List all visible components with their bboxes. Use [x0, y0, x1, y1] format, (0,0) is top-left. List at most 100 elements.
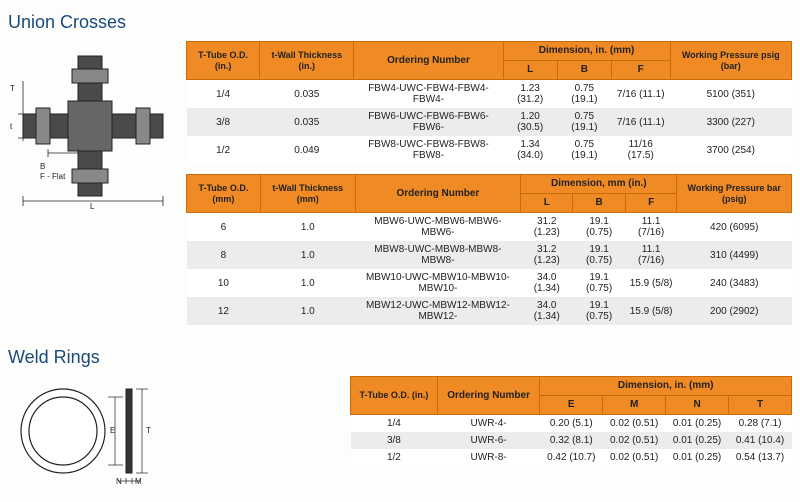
- table-cell: 1/2: [187, 136, 260, 164]
- col-L: L: [521, 194, 573, 213]
- table-cell: 7/16 (11.1): [611, 108, 670, 136]
- table-cell: 200 (2902): [677, 297, 792, 325]
- table-row: 3/80.035FBW6-UWC-FBW6-FBW6-FBW6-1.20 (30…: [187, 108, 792, 136]
- table-cell: 0.035: [260, 80, 354, 109]
- table-cell: 19.1 (0.75): [573, 213, 625, 242]
- table-cell: 34.0 (1.34): [521, 297, 573, 325]
- table-cell: FBW6-UWC-FBW6-FBW6-FBW6-: [354, 108, 503, 136]
- col-dim-span: Dimension, in. (mm): [503, 42, 670, 61]
- col-B: B: [557, 61, 611, 80]
- col-N: N: [666, 396, 729, 415]
- table-cell: 11.1 (7/16): [625, 213, 677, 242]
- table-cell: 0.02 (0.51): [603, 432, 666, 449]
- table-row: 1/4UWR-4-0.20 (5.1)0.02 (0.51)0.01 (0.25…: [351, 415, 792, 433]
- table-row: 121.0MBW12-UWC-MBW12-MBW12-MBW12-34.0 (1…: [187, 297, 792, 325]
- col-on: Ordering Number: [355, 175, 520, 213]
- col-T: T: [729, 396, 792, 415]
- table-cell: 1/4: [351, 415, 438, 433]
- svg-text:E: E: [110, 426, 115, 435]
- table-cell: 11/16 (17.5): [611, 136, 670, 164]
- table-cell: 3300 (227): [670, 108, 792, 136]
- table-cell: 12: [187, 297, 261, 325]
- table-cell: 310 (4499): [677, 241, 792, 269]
- table-cell: 1/4: [187, 80, 260, 109]
- table-cell: 31.2 (1.23): [521, 213, 573, 242]
- svg-text:t: t: [10, 122, 13, 131]
- col-on: Ordering Number: [437, 377, 539, 415]
- table-cell: 0.035: [260, 108, 354, 136]
- table-cell: 5100 (351): [670, 80, 792, 109]
- table-cell: 0.02 (0.51): [603, 449, 666, 466]
- table-cell: 0.01 (0.25): [666, 432, 729, 449]
- table-cell: UWR-8-: [437, 449, 539, 466]
- table-cell: 3/8: [351, 432, 438, 449]
- table-cell: 19.1 (0.75): [573, 241, 625, 269]
- col-wp: Working Pressure bar (psig): [677, 175, 792, 213]
- table-cell: 1.0: [260, 241, 355, 269]
- table-cell: UWR-6-: [437, 432, 539, 449]
- table-cell: 1.0: [260, 269, 355, 297]
- table-row: 61.0MBW6-UWC-MBW6-MBW6-MBW6-31.2 (1.23)1…: [187, 213, 792, 242]
- table-cell: 0.02 (0.51): [603, 415, 666, 433]
- union-table-mm: T-Tube O.D. (mm) t-Wall Thickness (mm) O…: [186, 174, 792, 325]
- table-cell: 7/16 (11.1): [611, 80, 670, 109]
- col-dim-span: Dimension, mm (in.): [521, 175, 677, 194]
- col-L: L: [503, 61, 557, 80]
- table-row: 1/40.035FBW4-UWC-FBW4-FBW4-FBW4-1.23 (31…: [187, 80, 792, 109]
- table-cell: 19.1 (0.75): [573, 269, 625, 297]
- svg-text:T: T: [146, 426, 151, 435]
- col-E: E: [540, 396, 603, 415]
- col-wp: Working Pressure psig (bar): [670, 42, 792, 80]
- table-row: 3/8UWR-6-0.32 (8.1)0.02 (0.51)0.01 (0.25…: [351, 432, 792, 449]
- section-title-weld: Weld Rings: [8, 347, 792, 368]
- table-cell: FBW8-UWC-FBW8-FBW8-FBW8-: [354, 136, 503, 164]
- col-od: T-Tube O.D. (mm): [187, 175, 261, 213]
- table-cell: 19.1 (0.75): [573, 297, 625, 325]
- table-row: 81.0MBW8-UWC-MBW8-MBW8-MBW8-31.2 (1.23)1…: [187, 241, 792, 269]
- table-row: 1/2UWR-8-0.42 (10.7)0.02 (0.51)0.01 (0.2…: [351, 449, 792, 466]
- table-row: 101.0MBW10-UWC-MBW10-MBW10-MBW10-34.0 (1…: [187, 269, 792, 297]
- table-cell: 0.42 (10.7): [540, 449, 603, 466]
- weld-ring-diagram: E T N M: [8, 376, 178, 491]
- table-cell: 0.54 (13.7): [729, 449, 792, 466]
- col-tw: t-Wall Thickness (mm): [260, 175, 355, 213]
- table-cell: 1.0: [260, 297, 355, 325]
- table-cell: MBW6-UWC-MBW6-MBW6-MBW6-: [355, 213, 520, 242]
- col-on: Ordering Number: [354, 42, 503, 80]
- union-cross-diagram: T t B F - Flat L: [8, 41, 178, 216]
- table-cell: 6: [187, 213, 261, 242]
- table-cell: 3/8: [187, 108, 260, 136]
- table-cell: 15.9 (5/8): [625, 269, 677, 297]
- table-cell: 0.049: [260, 136, 354, 164]
- table-cell: 0.20 (5.1): [540, 415, 603, 433]
- table-cell: 0.28 (7.1): [729, 415, 792, 433]
- table-cell: UWR-4-: [437, 415, 539, 433]
- table-cell: 0.32 (8.1): [540, 432, 603, 449]
- table-cell: 0.41 (10.4): [729, 432, 792, 449]
- table-cell: 10: [187, 269, 261, 297]
- col-F: F: [611, 61, 670, 80]
- weld-table: T-Tube O.D. (in.) Ordering Number Dimens…: [350, 376, 792, 466]
- table-cell: 1.34 (34.0): [503, 136, 557, 164]
- table-cell: FBW4-UWC-FBW4-FBW4-FBW4-: [354, 80, 503, 109]
- table-cell: 3700 (254): [670, 136, 792, 164]
- table-cell: 15.9 (5/8): [625, 297, 677, 325]
- col-M: M: [603, 396, 666, 415]
- table-cell: 1.20 (30.5): [503, 108, 557, 136]
- svg-text:L: L: [90, 202, 95, 211]
- svg-text:M: M: [135, 477, 142, 486]
- table-cell: 11.1 (7/16): [625, 241, 677, 269]
- col-F: F: [625, 194, 677, 213]
- table-cell: 0.75 (19.1): [557, 136, 611, 164]
- svg-text:F - Flat: F - Flat: [40, 172, 66, 181]
- table-cell: 0.75 (19.1): [557, 80, 611, 109]
- table-cell: 1.23 (31.2): [503, 80, 557, 109]
- table-cell: 34.0 (1.34): [521, 269, 573, 297]
- table-cell: 0.01 (0.25): [666, 449, 729, 466]
- table-cell: 31.2 (1.23): [521, 241, 573, 269]
- table-row: 1/20.049FBW8-UWC-FBW8-FBW8-FBW8-1.34 (34…: [187, 136, 792, 164]
- section-title-union: Union Crosses: [8, 12, 792, 33]
- table-cell: 420 (6095): [677, 213, 792, 242]
- svg-text:B: B: [40, 162, 45, 171]
- table-cell: MBW12-UWC-MBW12-MBW12-MBW12-: [355, 297, 520, 325]
